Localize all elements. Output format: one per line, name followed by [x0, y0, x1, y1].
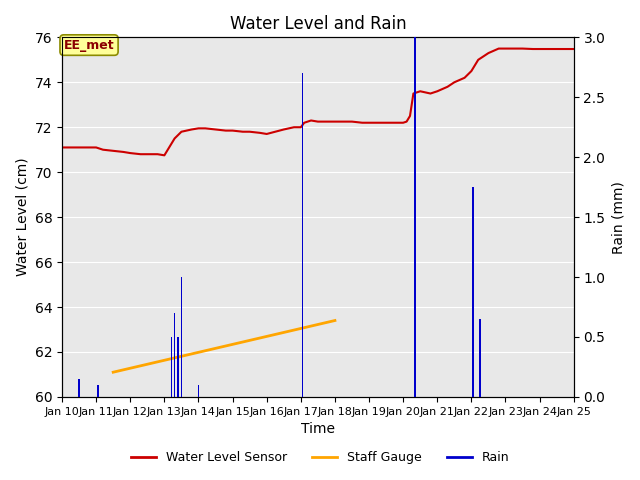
X-axis label: Time: Time: [301, 422, 335, 436]
Bar: [198, 385, 199, 397]
Text: EE_met: EE_met: [64, 38, 115, 51]
Y-axis label: Rain (mm): Rain (mm): [611, 180, 625, 253]
Title: Water Level and Rain: Water Level and Rain: [230, 15, 406, 33]
Bar: [177, 337, 179, 397]
Bar: [479, 319, 481, 397]
Bar: [97, 385, 99, 397]
Bar: [302, 73, 303, 397]
Bar: [472, 187, 474, 397]
Bar: [174, 313, 175, 397]
Bar: [170, 337, 172, 397]
Bar: [79, 379, 80, 397]
Bar: [415, 37, 416, 397]
Bar: [180, 277, 182, 397]
Y-axis label: Water Level (cm): Water Level (cm): [15, 158, 29, 276]
Legend: Water Level Sensor, Staff Gauge, Rain: Water Level Sensor, Staff Gauge, Rain: [125, 446, 515, 469]
